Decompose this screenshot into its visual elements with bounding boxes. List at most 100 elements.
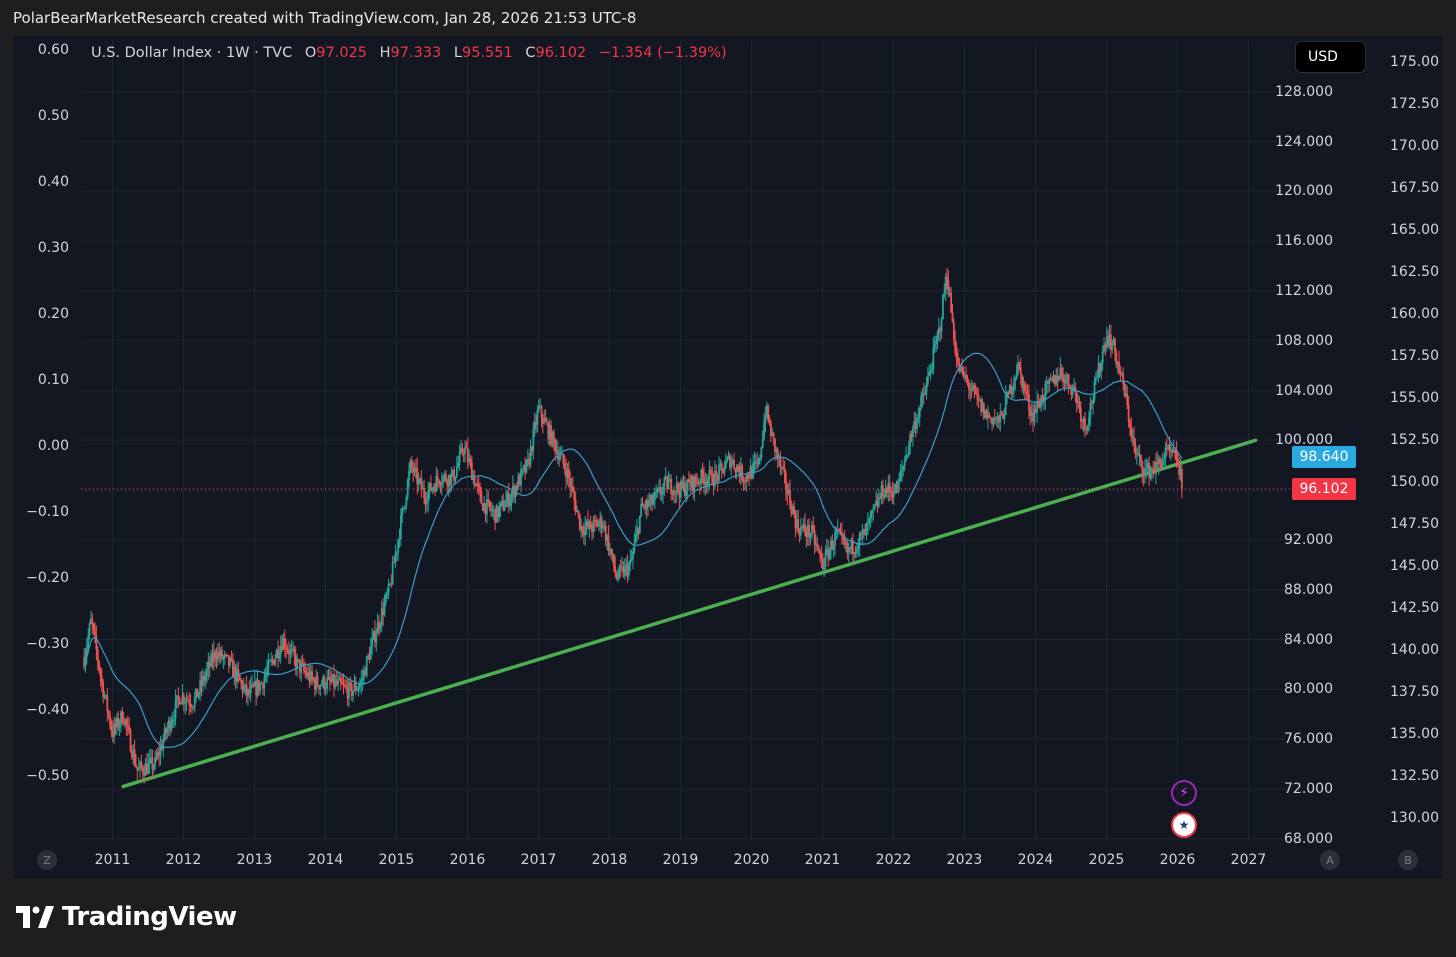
candle-down [951,311,954,323]
candle-up [1145,468,1148,470]
tradingview-logo-icon [16,906,54,928]
candle-up [199,680,202,693]
candle-down [1130,426,1133,438]
candle-down [232,659,234,677]
candle-up [664,476,667,479]
candle-up [372,631,375,639]
candle-up [1172,449,1175,453]
candle-down [1084,418,1086,429]
price-axis-tick-label: 68.000 [1284,830,1333,847]
right-axis-tick-label: 145.00 [1390,558,1439,574]
auto-scale-button[interactable]: A [1320,850,1340,870]
currency-button[interactable]: USD [1295,41,1366,73]
candle-down [1178,463,1181,475]
candle-down [552,431,555,441]
candle-up [599,517,602,524]
candle-up [87,635,90,647]
candle-up [468,458,471,462]
candle-down [1051,379,1054,382]
candle-down [502,500,505,511]
candle-up [1014,377,1017,382]
lightning-icon[interactable]: ⚡ [1171,780,1197,806]
candle-up [529,446,532,465]
candle-up [483,503,486,511]
candle-down [293,649,296,656]
candle-up [315,676,318,690]
candle-down [436,475,439,481]
candle-up [1135,453,1138,455]
candle-down [895,483,898,494]
candle-down [678,490,681,498]
candle-down [698,482,701,485]
right-axis-tick-label: 172.50 [1390,96,1439,112]
candle-down [827,549,830,560]
price-axis-tick-label: 72.000 [1284,780,1333,797]
candle-down [257,680,260,691]
left-axis-tick-label: −0.10 [26,504,69,520]
candle-up [509,500,511,507]
candle-up [1163,458,1166,461]
price-axis-tick-label: 120.000 [1275,183,1333,200]
candle-up [195,688,197,698]
candle-down [772,432,775,439]
candle-up [630,558,633,560]
candle-down [813,530,816,545]
moving-average-series [83,352,1183,749]
candle-down [1056,376,1059,382]
candle-up [763,422,765,439]
left-axis-tick-label: 0.60 [37,42,69,58]
price-chart[interactable] [13,36,1443,878]
candle-up [645,500,648,509]
candle-down [305,672,308,677]
candle-down [226,654,229,656]
tradingview-logo[interactable]: TradingView [16,902,237,932]
candle-up [884,488,887,497]
candle-down [484,503,487,515]
candle-down [910,433,913,438]
candle-down [982,403,985,419]
candle-down [130,751,133,758]
candle-down [804,524,806,533]
candle-down [783,468,786,474]
candle-up [419,478,421,480]
candle-down [1037,400,1040,406]
candle-down [1038,405,1041,408]
candle-down [528,458,531,465]
candle-down [709,469,712,471]
candle-down [692,476,694,492]
candle-down [1002,413,1004,419]
candle-up [906,454,909,456]
candle-down [890,491,892,493]
chart-frame[interactable]: U.S. Dollar Index · 1W · TVC O97.025 H97… [13,36,1443,878]
candle-down [705,481,708,485]
zoom-reset-button[interactable]: Z [37,850,57,870]
candle-down [952,322,955,340]
candle-up [337,680,339,685]
candle-down [1119,372,1122,374]
candle-up [1086,425,1089,431]
candle-down [286,649,289,651]
left-axis-tick-label: 0.20 [37,306,69,322]
us-flag-icon[interactable]: ★ [1171,812,1197,838]
candle-up [845,542,847,545]
candle-down [790,505,793,515]
candle-up [154,757,156,767]
chart-grid [81,41,1285,840]
candle-up [210,653,212,667]
candle-up [927,375,929,384]
candle-down [954,339,957,353]
candle-down [562,453,565,464]
candle-up [543,418,546,424]
candle-up [1052,375,1055,382]
candle-up [1059,367,1062,378]
candle-down [188,700,191,705]
candle-down [644,506,647,509]
candle-down [1069,385,1071,388]
candle-up [809,535,812,538]
candle-up [115,717,118,728]
scale-b-button[interactable]: B [1398,850,1418,870]
candle-up [253,681,256,687]
candle-up [421,488,424,490]
candle-down [140,762,143,768]
candle-up [1101,351,1104,364]
